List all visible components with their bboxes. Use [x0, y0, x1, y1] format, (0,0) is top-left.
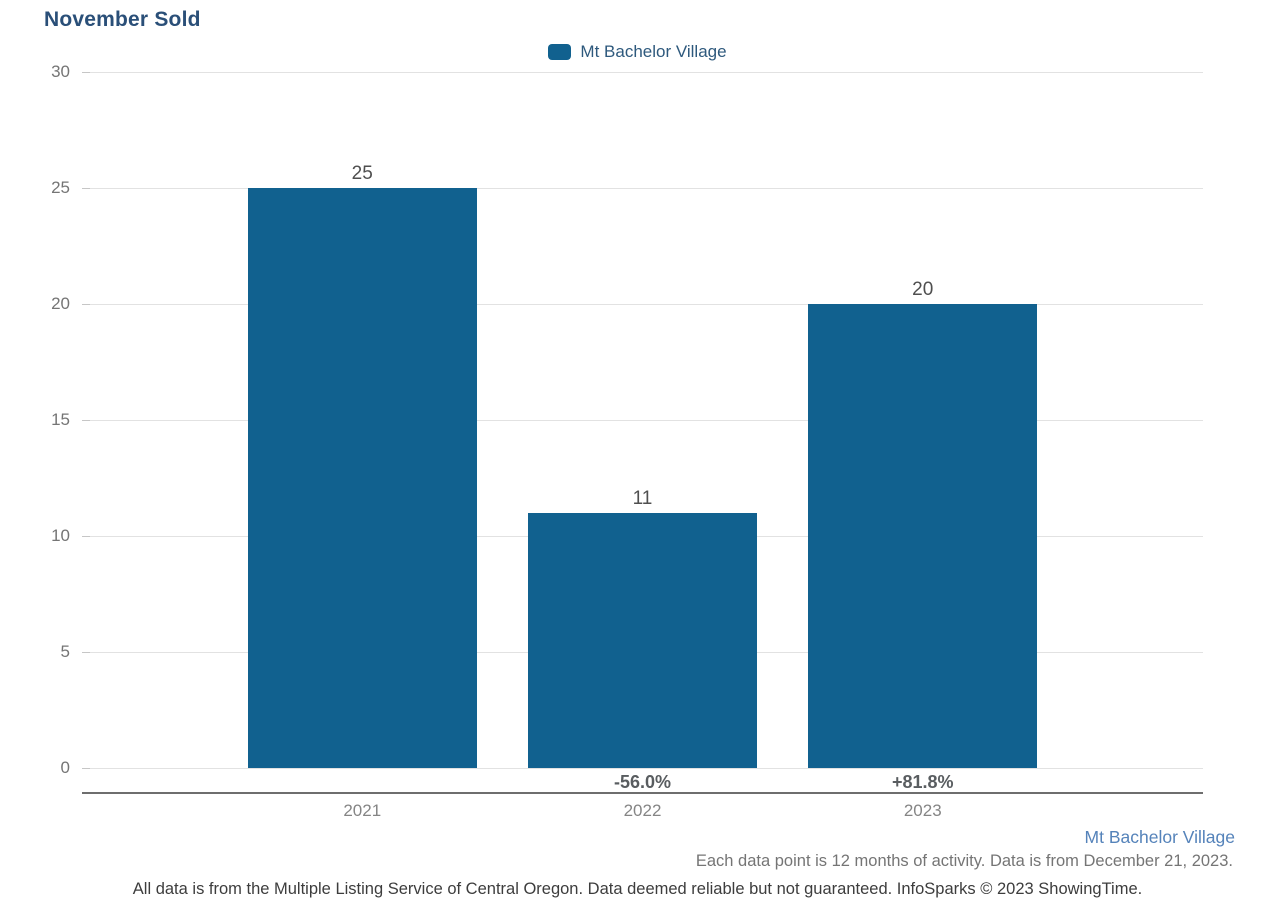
pct-change-label-2022: -56.0% [613, 772, 672, 792]
gridline-15 [82, 420, 1203, 421]
x-axis-line [82, 792, 1203, 794]
bar-2021[interactable] [247, 188, 477, 768]
plot-area: 25 2021 11 -56.0% 2022 20 +81.8% 2023 [82, 72, 1203, 820]
y-axis-tick-label-25: 25 [51, 177, 70, 197]
y-axis-tick-label-20: 20 [51, 293, 70, 313]
y-axis-tick-15 [82, 420, 90, 421]
x-axis-category-label-2021: 2021 [343, 801, 382, 820]
footer-data-note: Each data point is 12 months of activity… [695, 852, 1233, 870]
y-axis-tick-label-30: 30 [51, 62, 70, 81]
y-axis-tick-label-5: 5 [60, 642, 70, 661]
y-axis-tick-20 [82, 304, 90, 305]
legend: Mt Bachelor Village [0, 42, 1275, 62]
bar-2022[interactable] [528, 512, 757, 768]
pct-change-label-2023: +81.8% [891, 772, 954, 792]
bar-value-label-2022: 11 [632, 487, 653, 509]
gridline-30 [82, 72, 1203, 73]
y-axis-tick-30 [82, 72, 90, 73]
y-axis-tick-label-15: 15 [51, 410, 70, 429]
x-axis-category-label-2022: 2022 [623, 801, 662, 820]
y-axis-tick-label-0: 0 [60, 758, 70, 777]
bar-2023[interactable] [808, 304, 1038, 768]
y-axis-tick-25 [82, 188, 90, 189]
legend-label: Mt Bachelor Village [580, 42, 727, 61]
y-axis-tick-5 [82, 652, 90, 653]
footer-series-label: Mt Bachelor Village [1084, 827, 1235, 847]
y-axis-tick-label-10: 10 [51, 525, 70, 545]
bar-value-label-2023: 20 [912, 279, 934, 301]
x-axis-category-label-2023: 2023 [903, 801, 942, 820]
chart-title: November Sold [44, 8, 201, 31]
legend-item-mt-bachelor-village[interactable]: Mt Bachelor Village [548, 42, 727, 62]
gridline-0 [82, 768, 1203, 769]
y-axis: 0 5 10 15 20 25 30 [0, 63, 70, 777]
bar-value-label-2021: 25 [351, 163, 373, 184]
y-axis-tick-10 [82, 536, 90, 537]
gridline-20 [82, 304, 1203, 305]
gridline-25 [82, 188, 1203, 189]
footer-disclaimer: All data is from the Multiple Listing Se… [132, 880, 1143, 898]
y-axis-tick-0 [82, 768, 90, 769]
legend-swatch-icon [548, 44, 572, 60]
